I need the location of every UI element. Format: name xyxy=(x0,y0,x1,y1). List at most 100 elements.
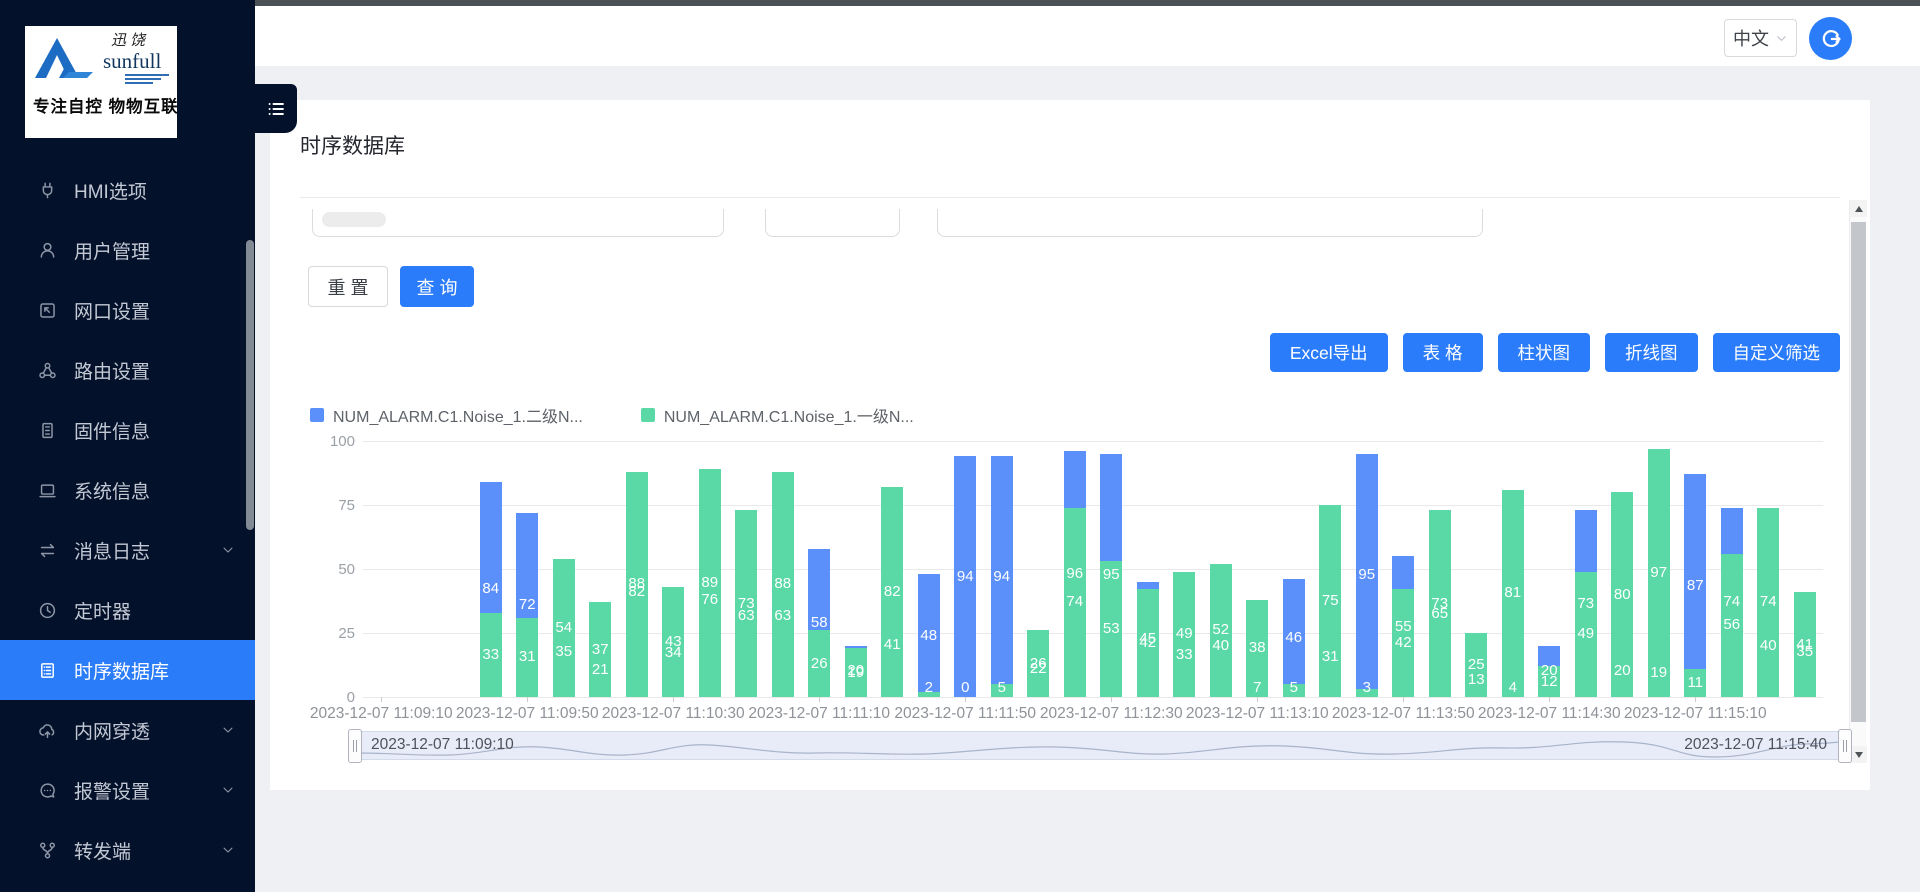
bar-value-label: 65 xyxy=(1431,604,1449,622)
top-header: 中文 xyxy=(255,6,1920,66)
date-range-input[interactable] xyxy=(937,209,1483,237)
x-axis-tick xyxy=(1111,697,1113,702)
bar-value-label: 54 xyxy=(555,618,573,636)
brand-logo: 迅饶 sunfull 专注自控 物物互联 xyxy=(25,26,178,138)
bar-segment xyxy=(1757,507,1780,697)
bar-value-label: 88 xyxy=(628,575,646,593)
panel-scrollbar[interactable] xyxy=(1849,200,1867,763)
bar-segment xyxy=(1282,579,1305,697)
bar-value-label: 55 xyxy=(1394,617,1412,635)
sidebar-item-alarm-settings[interactable]: 报警设置 xyxy=(0,760,255,820)
bar-value-label: 76 xyxy=(701,590,719,608)
logo-lines xyxy=(125,73,169,84)
bar-segment xyxy=(735,510,758,697)
table-view-button[interactable]: 表 格 xyxy=(1402,333,1483,372)
excel-export-button[interactable]: Excel导出 xyxy=(1269,333,1388,372)
bar-segment xyxy=(1501,489,1524,697)
x-axis-tick xyxy=(673,697,675,702)
firmware-icon xyxy=(38,420,58,440)
bar-chart-button[interactable]: 柱状图 xyxy=(1497,333,1590,372)
bar-value-label: 13 xyxy=(1467,671,1485,689)
sidebar-collapse-button[interactable] xyxy=(255,84,297,133)
bar-segment xyxy=(1173,571,1196,697)
bar-value-label: 82 xyxy=(883,583,901,601)
bar-value-label: 63 xyxy=(737,607,755,625)
x-axis-tick xyxy=(965,697,967,702)
bar-segment xyxy=(1720,553,1743,697)
nat-icon xyxy=(38,720,58,740)
bar-segment xyxy=(1027,630,1050,697)
bar-value-label: 20 xyxy=(1613,662,1631,680)
x-axis-label: 2023-12-07 11:14:30 xyxy=(1477,705,1621,722)
y-axis-label: 0 xyxy=(346,689,355,706)
query-button[interactable]: 查 询 xyxy=(400,266,474,307)
tag-filter-input[interactable] xyxy=(312,209,724,237)
sidebar-item-timeseries-db[interactable]: 时序数据库 xyxy=(0,640,255,700)
bar-value-label: 87 xyxy=(1686,576,1704,594)
bar-value-label: 49 xyxy=(1577,625,1595,643)
bar-segment xyxy=(1246,599,1269,697)
bar-value-label: 12 xyxy=(1540,672,1558,690)
bar-value-label: 80 xyxy=(1613,585,1631,603)
sidebar-item-system-info[interactable]: 系统信息 xyxy=(0,460,255,520)
x-axis-label: 2023-12-07 11:11:50 xyxy=(894,705,1037,722)
legend-label: NUM_ALARM.C1.Noise_1.一级N... xyxy=(663,409,914,426)
bar-segment xyxy=(1428,510,1451,697)
sidebar-item-user-management[interactable]: 用户管理 xyxy=(0,220,255,280)
bar-value-label: 5 xyxy=(997,679,1006,696)
sidebar-item-forwarder[interactable]: 转发端 xyxy=(0,820,255,880)
bar-value-label: 42 xyxy=(1394,634,1412,652)
bar-segment xyxy=(1465,633,1488,697)
scrollbar-down-button[interactable] xyxy=(1850,746,1867,763)
sidebar-item-label: 路由设置 xyxy=(74,361,151,383)
bar-segment xyxy=(1063,507,1086,697)
sidebar-item-label: 转发端 xyxy=(74,841,132,863)
sidebar-item-firmware-info[interactable]: 固件信息 xyxy=(0,400,255,460)
page-title: 时序数据库 xyxy=(300,135,405,158)
brand-cn: 迅饶 xyxy=(111,33,150,49)
bar-segment xyxy=(1793,592,1816,697)
x-axis-label: 2023-12-07 11:09:10 xyxy=(309,705,453,722)
x-axis-label: 2023-12-07 11:11:10 xyxy=(748,705,891,722)
bar-value-label: 94 xyxy=(993,567,1011,585)
bar-value-label: 26 xyxy=(810,654,828,672)
bar-segment xyxy=(1136,589,1159,697)
bar-value-label: 3 xyxy=(1362,679,1371,696)
interval-input[interactable] xyxy=(765,209,900,237)
sidebar-item-message-log[interactable]: 消息日志 xyxy=(0,520,255,580)
forward-icon xyxy=(38,840,58,860)
bar-value-label: 94 xyxy=(956,567,974,585)
bar-value-label: 31 xyxy=(1321,648,1339,666)
language-select[interactable]: 中文 xyxy=(1724,19,1797,57)
chevron-down-icon xyxy=(221,723,235,737)
logout-button[interactable] xyxy=(1809,17,1852,60)
custom-filter-button[interactable]: 自定义筛选 xyxy=(1712,333,1840,372)
sidebar-scrollbar-thumb[interactable] xyxy=(246,240,254,530)
bar-value-label: 58 xyxy=(810,613,828,631)
bar-value-label: 72 xyxy=(518,595,536,613)
chart-legend: NUM_ALARM.C1.Noise_1.二级N... NUM_ALARM.C1.… xyxy=(310,403,972,427)
selected-tag-chip[interactable] xyxy=(322,212,386,227)
sidebar-item-port-settings[interactable]: 网口设置 xyxy=(0,280,255,340)
scrollbar-thumb[interactable] xyxy=(1851,222,1866,722)
legend-item-level2[interactable]: NUM_ALARM.C1.Noise_1.二级N... xyxy=(310,403,583,427)
bar-segment xyxy=(1574,571,1597,697)
line-chart-button[interactable]: 折线图 xyxy=(1605,333,1698,372)
content-panel: 时序数据库 重 置 查 询 Excel导出表 格柱状图 折线图 自定义筛选 NUM_… xyxy=(270,100,1870,790)
scrollbar-up-button[interactable] xyxy=(1850,200,1867,217)
legend-item-level1[interactable]: NUM_ALARM.C1.Noise_1.一级N... xyxy=(640,403,914,427)
datazoom-right-handle[interactable] xyxy=(1838,729,1852,763)
plug-icon xyxy=(38,180,58,200)
bar-value-label: 35 xyxy=(1796,643,1814,661)
sidebar-item-timer[interactable]: 定时器 xyxy=(0,580,255,640)
bar-value-label: 19 xyxy=(1650,663,1668,681)
reset-button[interactable]: 重 置 xyxy=(308,266,388,307)
sidebar-item-hmi-options[interactable]: HMI选项 xyxy=(0,160,255,220)
datazoom-left-handle[interactable] xyxy=(348,729,362,763)
sidebar-item-route-settings[interactable]: 路由设置 xyxy=(0,340,255,400)
sidebar-item-nat-traversal[interactable]: 内网穿透 xyxy=(0,700,255,760)
sidebar-item-label: 消息日志 xyxy=(74,541,151,563)
y-axis-label: 100 xyxy=(329,433,355,450)
bar-segment xyxy=(808,630,831,697)
datazoom-slider[interactable]: 2023-12-07 11:09:10 2023-12-07 11:15:40 xyxy=(348,729,1852,763)
